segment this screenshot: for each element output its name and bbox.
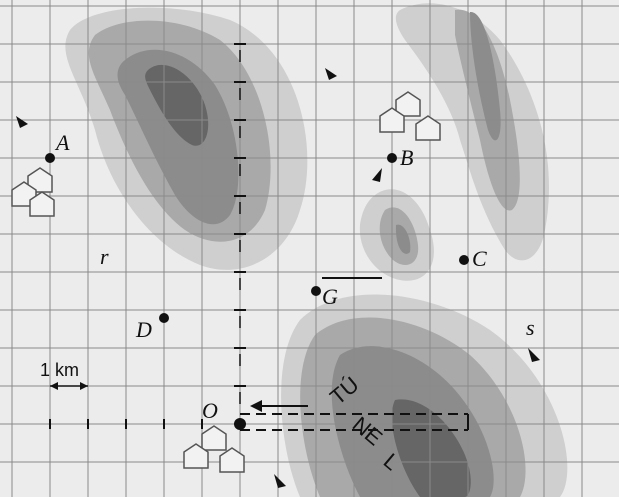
point-label: C bbox=[472, 246, 487, 271]
arrowheads bbox=[16, 68, 540, 488]
point-label: A bbox=[54, 130, 70, 155]
point-label: B bbox=[400, 145, 413, 170]
point-label: D bbox=[135, 317, 152, 342]
point-label: G bbox=[322, 284, 338, 309]
points bbox=[45, 153, 469, 430]
point-label: O bbox=[202, 398, 218, 423]
line-label: r bbox=[100, 244, 109, 269]
houses bbox=[11, 91, 441, 473]
scale-label: 1 km bbox=[40, 360, 79, 380]
line-label: s bbox=[526, 315, 535, 340]
